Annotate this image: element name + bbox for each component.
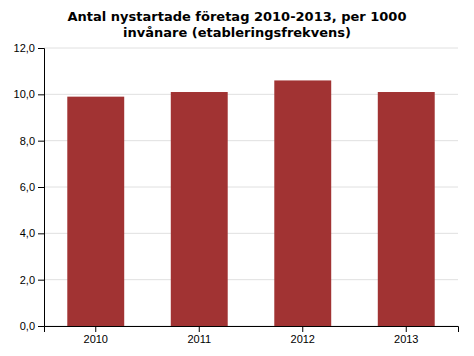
y-tick-mark: [38, 141, 44, 142]
x-tick-mark: [406, 326, 407, 332]
x-tick-label: 2010: [84, 333, 108, 345]
x-tick-label: 2011: [187, 333, 211, 345]
y-tick-label: 8,0: [20, 135, 35, 147]
y-tick: 10,0: [14, 88, 44, 100]
title: Antal nystartade företag 2010-2013, per …: [68, 9, 407, 40]
bars: [67, 80, 434, 326]
y-tick-label: 10,0: [14, 88, 35, 100]
y-tick-label: 4,0: [20, 227, 35, 239]
y-tick: 4,0: [20, 227, 44, 239]
y-tick-label: 6,0: [20, 181, 35, 193]
x-tick-label: 2012: [291, 333, 315, 345]
bar: [171, 92, 228, 326]
title-line: invånare (etableringsfrekvens): [123, 25, 351, 40]
y-tick-mark: [38, 280, 44, 281]
y-axis-line: [38, 49, 45, 327]
y-tick-label: 2,0: [20, 274, 35, 286]
bar: [274, 80, 331, 326]
y-axis: 0,0 2,0 4,0 6,0 8,0 10,0 12,0: [14, 42, 45, 332]
x-tick-mark: [199, 326, 200, 332]
y-tick-label: 0,0: [20, 320, 35, 332]
chart: Antal nystartade företag 2010-2013, per …: [0, 0, 474, 356]
y-tick-mark: [38, 48, 44, 49]
grid-line: [44, 48, 458, 49]
x-tick: 2013: [394, 326, 418, 345]
title-line: Antal nystartade företag 2010-2013, per …: [68, 9, 407, 24]
y-tick-mark: [38, 187, 44, 188]
y-tick-mark: [38, 326, 44, 327]
y-tick-mark: [38, 233, 44, 234]
grid: [44, 48, 458, 326]
x-tick: 2010: [84, 326, 108, 345]
y-tick-label: 12,0: [14, 42, 35, 54]
x-tick-mark: [302, 326, 303, 332]
x-tick-label: 2013: [394, 333, 418, 345]
x-tick-mark: [95, 326, 96, 332]
x-axis: 2010 2011 2012 2013: [45, 326, 459, 345]
y-tick: 12,0: [14, 42, 44, 54]
x-axis-line: [45, 327, 459, 333]
y-tick: 6,0: [20, 181, 44, 193]
plot: 0,0 2,0 4,0 6,0 8,0 10,0 12,0 2010 2011 2012 2013: [14, 42, 459, 345]
bar: [67, 97, 124, 326]
y-tick: 2,0: [20, 274, 44, 286]
y-tick-mark: [38, 94, 44, 95]
x-tick: 2011: [187, 326, 211, 345]
y-tick: 8,0: [20, 135, 44, 147]
x-tick: 2012: [291, 326, 315, 345]
y-tick: 0,0: [20, 320, 44, 332]
bar: [378, 92, 435, 326]
